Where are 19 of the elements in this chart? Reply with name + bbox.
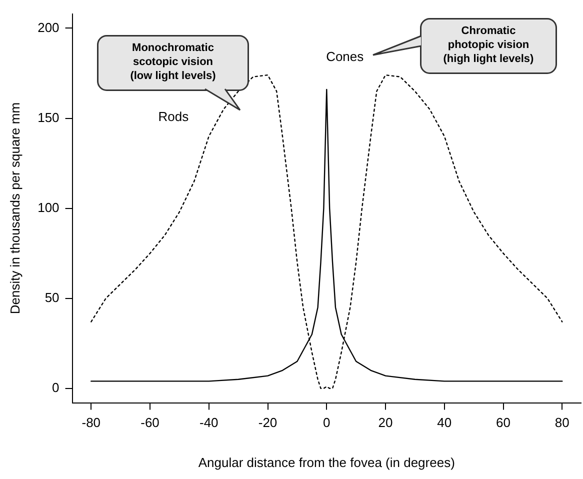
y-axis-title: Density in thousands per square mm	[7, 102, 22, 314]
x-tick-label: -60	[140, 415, 160, 430]
y-tick-label: 50	[44, 290, 60, 305]
series-label: Cones	[326, 49, 364, 64]
x-tick-label: -20	[258, 415, 278, 430]
x-tick-label: 40	[437, 415, 452, 430]
x-tick-label: -80	[82, 415, 101, 430]
x-tick-label: -40	[199, 415, 218, 430]
x-axis-title: Angular distance from the fovea (in degrees)	[198, 454, 455, 470]
y-tick-label: 0	[52, 380, 60, 395]
y-tick-label: 200	[38, 20, 60, 35]
y-tick-label: 150	[38, 110, 60, 125]
annotation: Monochromatic scotopic vision (low light levels)	[97, 35, 249, 91]
x-tick-label: 20	[378, 415, 393, 430]
y-tick-label: 100	[38, 200, 60, 215]
annotation: Chromatic photopic vision (high light levels)	[420, 18, 557, 74]
x-tick-label: 0	[323, 415, 330, 430]
x-tick-label: 80	[554, 415, 570, 430]
x-tick-label: 60	[496, 415, 511, 430]
